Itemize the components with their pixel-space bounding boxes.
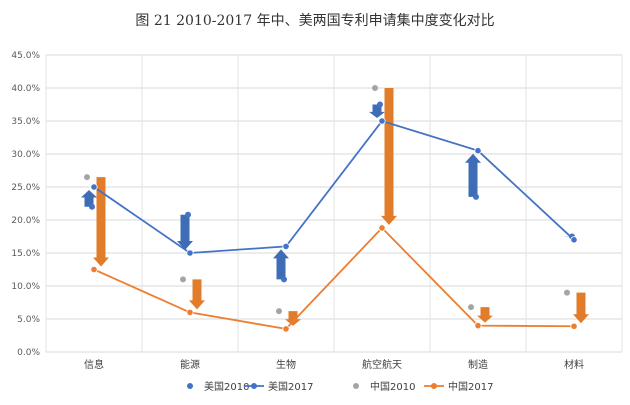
legend-label: 中国2017 bbox=[448, 380, 493, 393]
x-tick-label: 材料 bbox=[564, 358, 584, 371]
x-tick-label: 航空航天 bbox=[362, 358, 402, 371]
series-point-中国2010 bbox=[84, 174, 90, 181]
legend-layer: 美国2010 美国2017 中国2010 中国2017 bbox=[187, 380, 493, 393]
y-tick-label: 40.0% bbox=[11, 84, 40, 94]
series-point-中国2010 bbox=[372, 85, 378, 91]
series-point-美国2017 bbox=[378, 117, 386, 125]
legend-label: 美国2010 bbox=[204, 380, 249, 393]
cn-change-arrow bbox=[189, 279, 205, 310]
us-change-arrow bbox=[273, 249, 289, 280]
label-layer: 0.0% 5.0% 10.0% 15.0% 20.0% 25.0% 30.0% 35.0% 40… bbox=[11, 51, 584, 371]
us-change-arrow bbox=[369, 104, 385, 118]
series-point-美国2010 bbox=[473, 193, 479, 200]
series-line-美国2017 bbox=[93, 119, 575, 254]
y-tick-label: 35.0% bbox=[11, 117, 40, 127]
series-point-美国2017 bbox=[282, 242, 290, 250]
y-tick-label: 30.0% bbox=[11, 150, 40, 160]
us-change-arrow bbox=[177, 214, 193, 250]
us-change-arrow bbox=[81, 190, 97, 207]
y-tick-label: 5.0% bbox=[17, 315, 40, 325]
legend-label: 美国2017 bbox=[268, 380, 313, 393]
x-tick-label: 制造 bbox=[468, 358, 488, 371]
grid-layer bbox=[45, 54, 623, 353]
series-point-美国2010 bbox=[89, 203, 95, 210]
legend-swatch-marker bbox=[251, 383, 257, 389]
arrow-layer bbox=[81, 88, 589, 326]
legend-swatch-marker bbox=[187, 383, 193, 389]
series-point-美国2017 bbox=[90, 183, 98, 191]
y-tick-label: 0.0% bbox=[17, 348, 40, 358]
series-point-美国2010 bbox=[185, 211, 191, 218]
series-layer bbox=[84, 85, 578, 333]
x-tick-label: 信息 bbox=[84, 358, 104, 371]
series-point-中国2010 bbox=[180, 276, 186, 283]
series-point-中国2017 bbox=[474, 321, 482, 330]
chart-title: 图 21 2010-2017 年中、美两国专利申请集中度变化对比 bbox=[135, 13, 495, 29]
x-tick-label: 能源 bbox=[180, 358, 200, 371]
series-point-中国2017 bbox=[378, 224, 386, 232]
series-point-美国2010 bbox=[377, 101, 383, 108]
y-tick-label: 25.0% bbox=[11, 183, 40, 193]
legend-swatch-marker bbox=[353, 383, 359, 389]
us-change-arrow bbox=[465, 153, 481, 197]
series-point-美国2017 bbox=[474, 147, 482, 155]
cn-change-arrow bbox=[477, 307, 493, 323]
cn-change-arrow bbox=[93, 177, 109, 267]
cn-change-arrow bbox=[381, 88, 397, 225]
series-point-美国2017 bbox=[186, 249, 194, 257]
series-point-美国2010 bbox=[281, 276, 287, 283]
series-point-美国2017 bbox=[570, 236, 578, 244]
series-point-中国2017 bbox=[570, 322, 578, 330]
y-tick-label: 10.0% bbox=[11, 282, 40, 292]
series-point-中国2010 bbox=[276, 308, 282, 315]
cn-change-arrow bbox=[285, 311, 301, 326]
y-tick-label: 20.0% bbox=[11, 216, 40, 226]
legend-label: 中国2010 bbox=[370, 380, 415, 393]
series-point-中国2017 bbox=[90, 265, 98, 274]
series-point-中国2017 bbox=[282, 325, 290, 333]
series-line-中国2017 bbox=[93, 226, 575, 330]
y-tick-label: 15.0% bbox=[11, 249, 40, 259]
legend-swatch-marker bbox=[431, 383, 437, 389]
cn-change-arrow bbox=[573, 292, 589, 324]
y-tick-label: 45.0% bbox=[11, 51, 40, 61]
series-point-中国2017 bbox=[186, 308, 194, 316]
series-point-中国2010 bbox=[564, 289, 570, 296]
x-tick-label: 生物 bbox=[276, 358, 296, 371]
series-point-中国2010 bbox=[468, 304, 474, 311]
